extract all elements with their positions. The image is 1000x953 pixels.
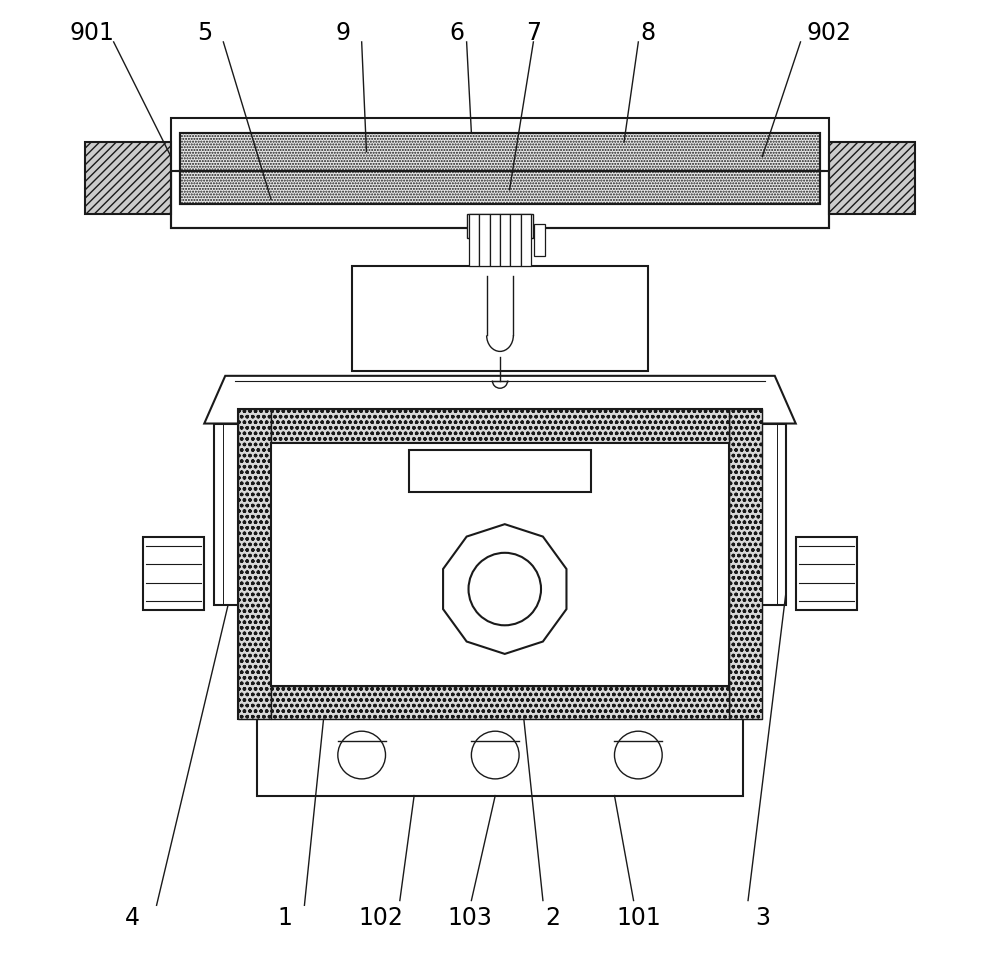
Bar xyxy=(729,410,762,720)
Polygon shape xyxy=(204,376,796,424)
Circle shape xyxy=(469,553,541,626)
Bar xyxy=(271,410,729,443)
Bar xyxy=(238,410,271,720)
Bar xyxy=(85,143,171,214)
Text: 7: 7 xyxy=(526,21,541,46)
Bar xyxy=(238,410,762,720)
Text: 9: 9 xyxy=(335,21,350,46)
Bar xyxy=(796,537,857,611)
Bar xyxy=(467,214,533,238)
Circle shape xyxy=(338,732,386,780)
Bar xyxy=(171,172,829,229)
Bar xyxy=(510,214,521,267)
Bar xyxy=(214,424,250,605)
Text: 902: 902 xyxy=(807,21,852,46)
Bar xyxy=(180,133,820,205)
Bar xyxy=(490,214,500,267)
Text: 2: 2 xyxy=(545,904,560,929)
Text: 101: 101 xyxy=(616,904,661,929)
Bar xyxy=(409,450,591,493)
Bar xyxy=(352,267,648,372)
Polygon shape xyxy=(443,524,566,655)
Text: 4: 4 xyxy=(125,904,140,929)
Text: 102: 102 xyxy=(358,904,403,929)
Text: 3: 3 xyxy=(755,904,770,929)
Bar xyxy=(271,443,729,686)
Bar xyxy=(500,214,510,267)
Bar xyxy=(829,143,915,214)
Bar xyxy=(469,214,479,267)
Circle shape xyxy=(614,732,662,780)
Bar xyxy=(180,133,820,205)
Bar xyxy=(171,119,829,229)
Text: 8: 8 xyxy=(640,21,655,46)
Text: 901: 901 xyxy=(69,21,114,46)
Bar xyxy=(143,537,204,611)
Circle shape xyxy=(471,732,519,780)
Text: 1: 1 xyxy=(278,904,293,929)
Bar xyxy=(479,214,490,267)
Bar xyxy=(257,715,743,796)
Bar xyxy=(521,214,531,267)
Bar xyxy=(271,686,729,720)
Text: 5: 5 xyxy=(197,21,212,46)
Bar xyxy=(750,424,786,605)
Text: 6: 6 xyxy=(450,21,465,46)
Bar xyxy=(534,225,545,256)
Text: 103: 103 xyxy=(447,904,492,929)
